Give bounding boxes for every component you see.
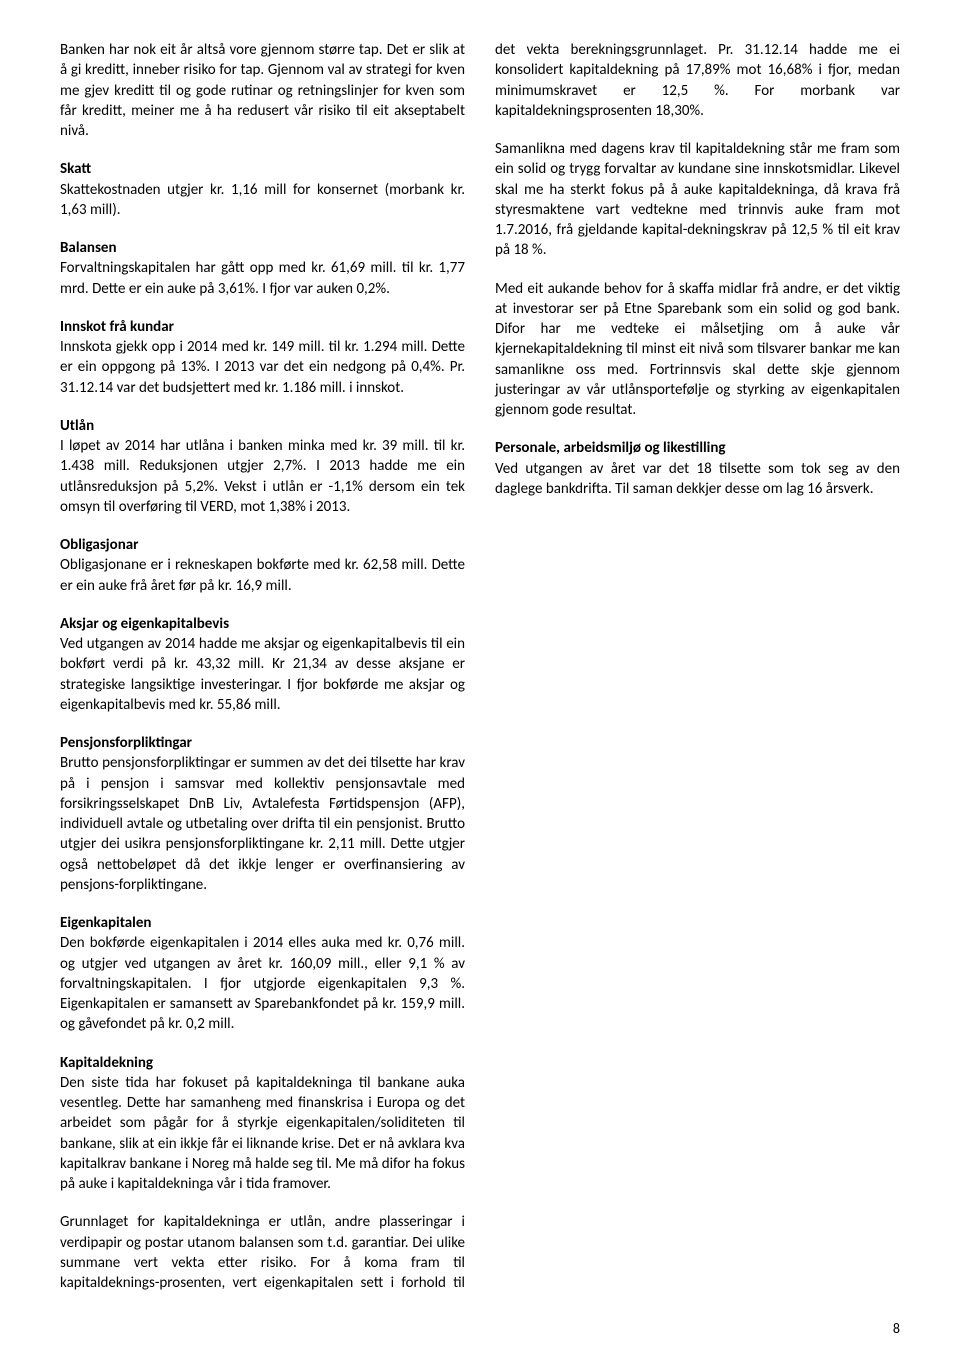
- skatt-paragraph: Skattekostnaden utgjer kr. 1,16 mill for…: [60, 180, 465, 221]
- page-number: 8: [0, 1320, 960, 1357]
- eigenkapital-paragraph: Den bokførde eigenkapitalen i 2014 elles…: [60, 933, 465, 1034]
- aksjar-paragraph: Ved utgangen av 2014 hadde me aksjar og …: [60, 634, 465, 715]
- innskot-paragraph: Innskota gjekk opp i 2014 med kr. 149 mi…: [60, 337, 465, 398]
- pensjon-heading: Pensjonsforpliktingar: [60, 733, 465, 753]
- intro-paragraph: Banken har nok eit år altså vore gjennom…: [60, 40, 465, 141]
- utlan-paragraph: I løpet av 2014 har utlåna i banken mink…: [60, 436, 465, 517]
- aksjar-heading: Aksjar og eigenkapitalbevis: [60, 614, 465, 634]
- pensjon-paragraph: Brutto pensjonsforpliktingar er summen a…: [60, 753, 465, 895]
- document-page: Banken har nok eit år altså vore gjennom…: [0, 0, 960, 1320]
- personale-paragraph: Ved utgangen av året var det 18 tilsette…: [495, 459, 900, 500]
- obligasjonar-paragraph: Obligasjonane er i rekneskapen bokførte …: [60, 555, 465, 596]
- personale-heading: Personale, arbeidsmiljø og likestilling: [495, 438, 900, 458]
- balansen-paragraph: Forvaltningskapitalen har gått opp med k…: [60, 258, 465, 299]
- eigenkapital-heading: Eigenkapitalen: [60, 913, 465, 933]
- utlan-heading: Utlån: [60, 416, 465, 436]
- kapitaldekning-heading: Kapitaldekning: [60, 1053, 465, 1073]
- innskot-heading: Innskot frå kundar: [60, 317, 465, 337]
- balansen-heading: Balansen: [60, 238, 465, 258]
- kapitaldekning-paragraph-4: Med eit aukande behov for å skaffa midla…: [495, 279, 900, 421]
- kapitaldekning-paragraph-1: Den siste tida har fokuset på kapitaldek…: [60, 1073, 465, 1195]
- obligasjonar-heading: Obligasjonar: [60, 535, 465, 555]
- kapitaldekning-paragraph-3: Samanlikna med dagens krav til kapitalde…: [495, 139, 900, 261]
- skatt-heading: Skatt: [60, 159, 465, 179]
